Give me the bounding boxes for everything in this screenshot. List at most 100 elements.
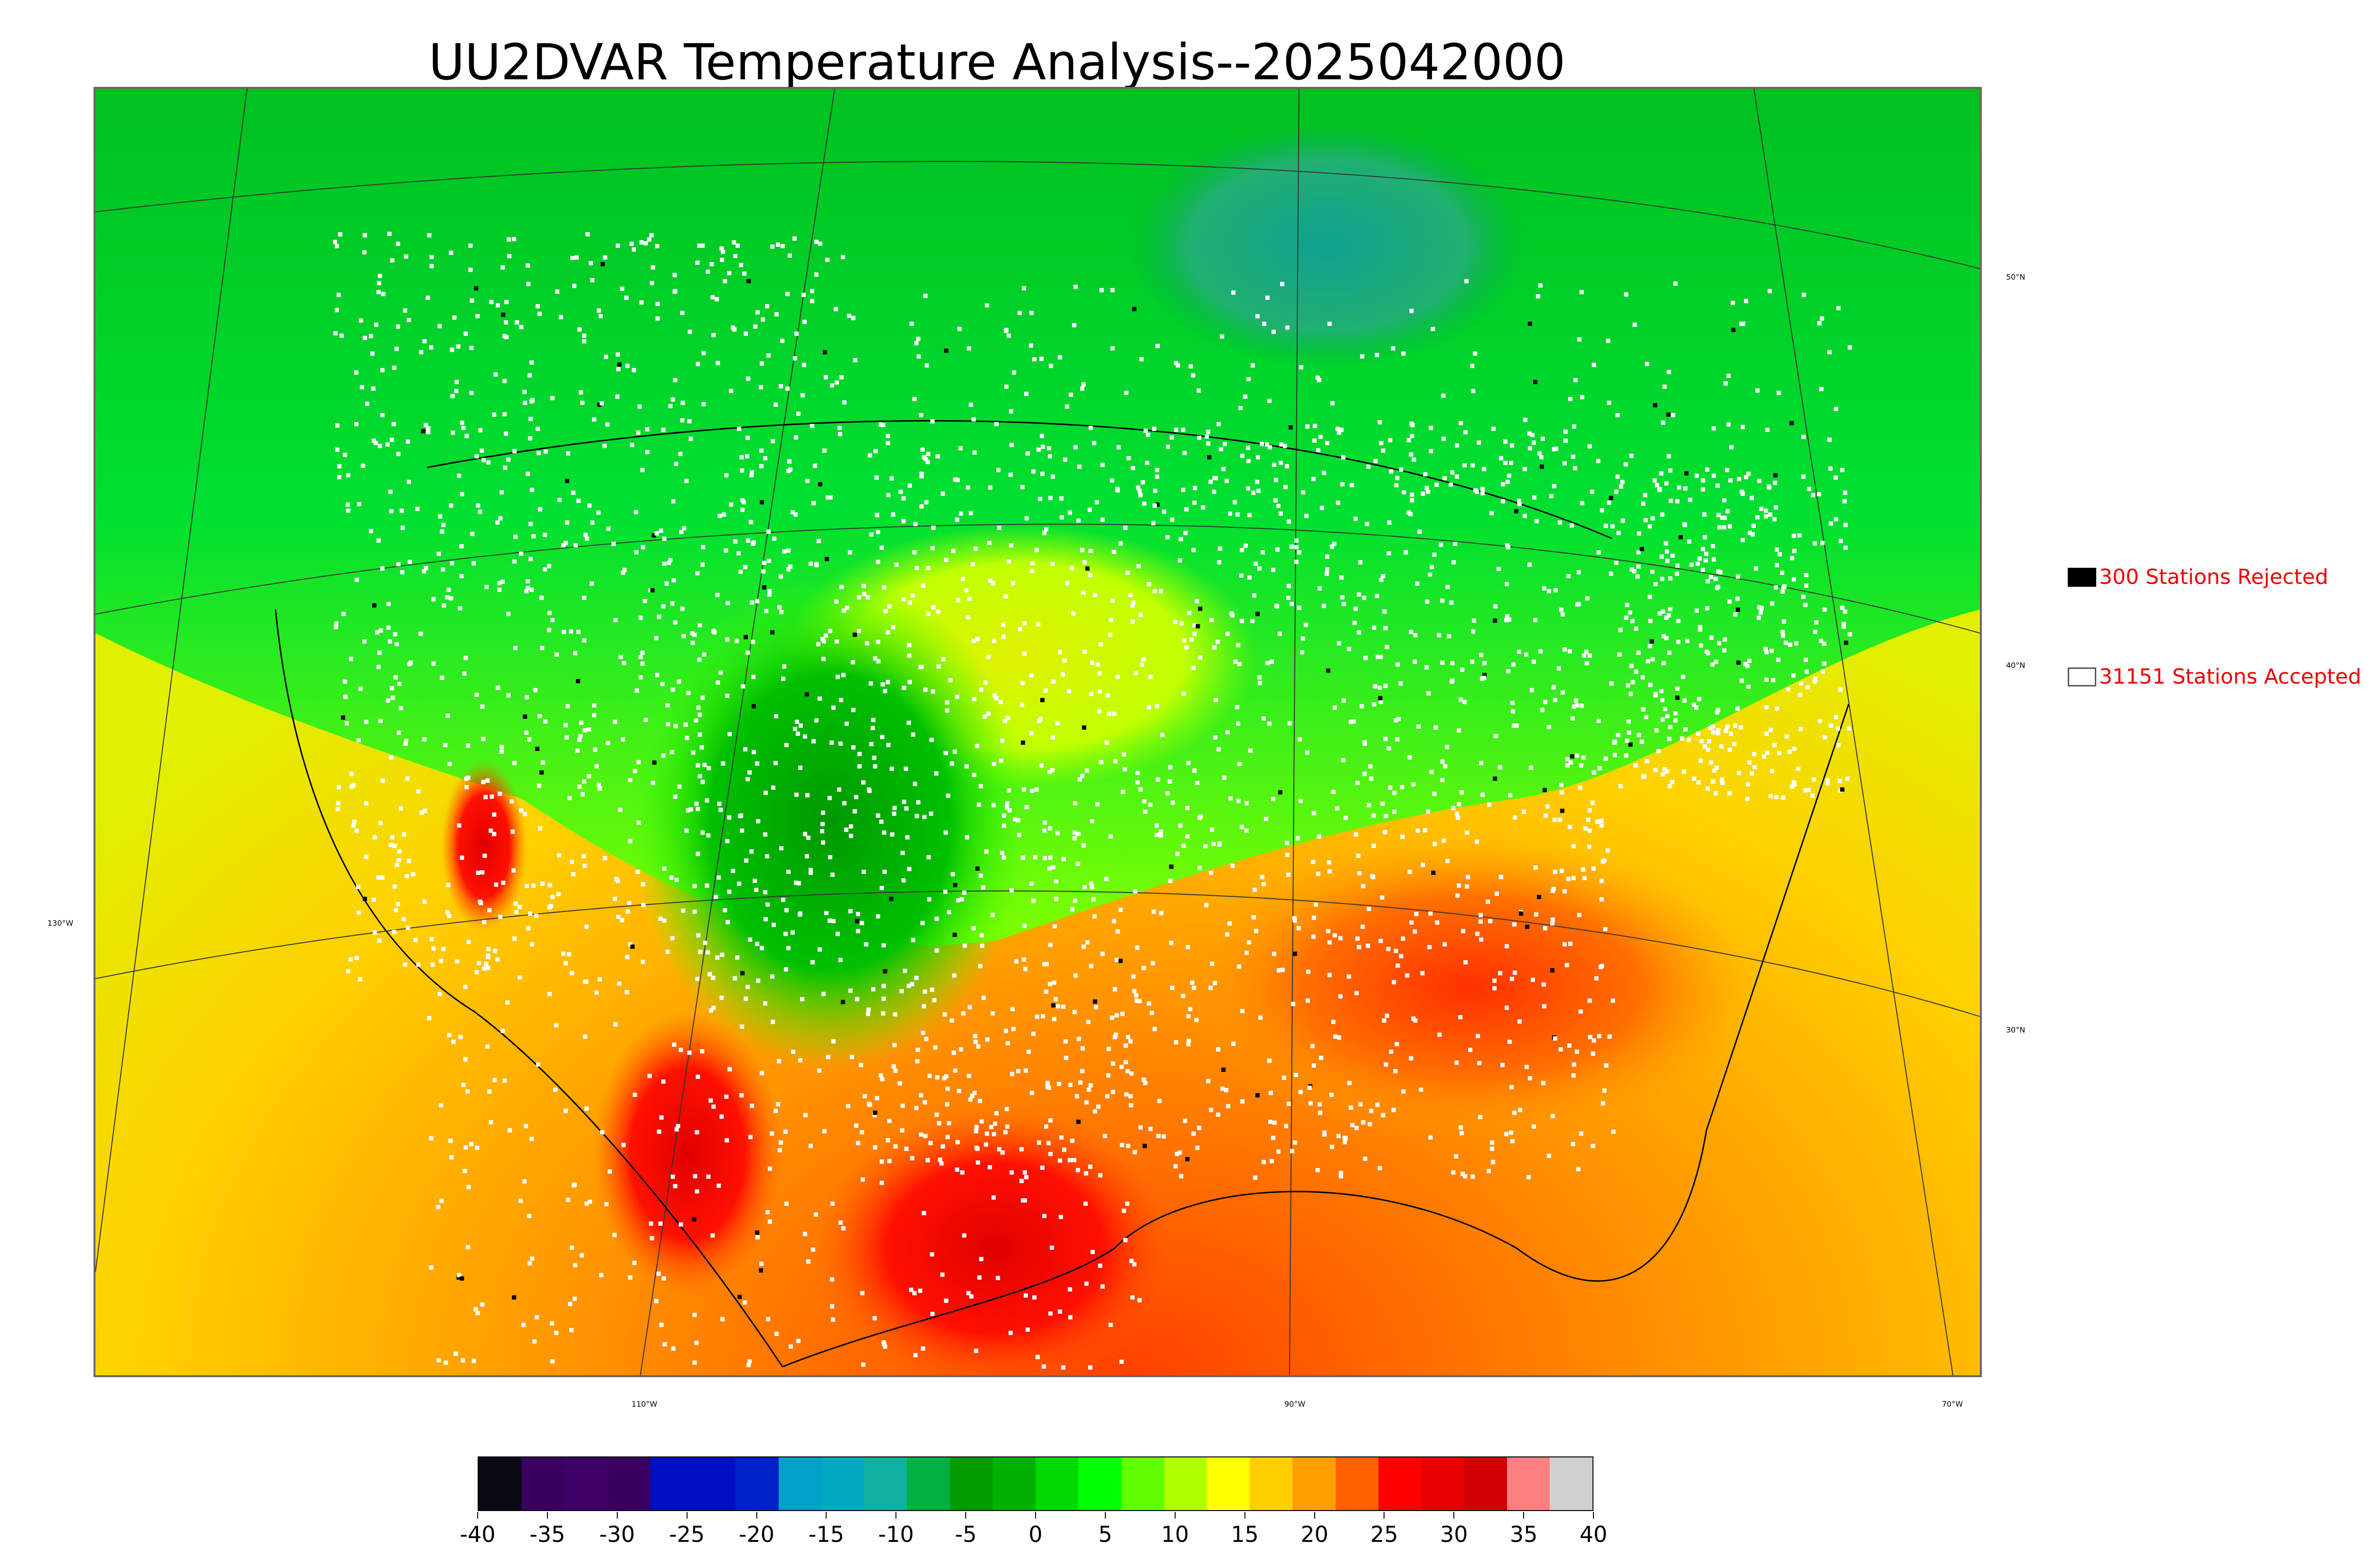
station-marker [604,1202,609,1207]
station-marker [786,567,791,572]
station-marker [1022,787,1027,792]
station-marker [982,714,987,719]
station-marker [565,735,569,740]
station-marker [1727,791,1732,796]
station-marker [393,632,397,637]
station-marker [1553,870,1557,874]
station-marker [697,713,702,717]
station-marker [512,761,517,765]
station-marker [1540,436,1545,441]
station-marker [1659,554,1664,559]
station-marker [1141,966,1146,970]
station-marker [1470,1174,1475,1179]
station-marker [1267,722,1272,726]
station-marker [891,1064,896,1069]
colorbar-segment [1078,1457,1121,1510]
station-marker [584,1106,589,1111]
station-marker [581,854,586,859]
station-marker [988,578,993,583]
station-marker [741,684,745,689]
station-marker [1494,733,1498,738]
station-marker [362,896,367,901]
station-marker [828,629,832,633]
station-marker [1250,619,1255,623]
station-marker [727,271,732,275]
station-marker [936,664,941,669]
station-marker [856,929,860,933]
station-marker [486,460,491,465]
station-marker [1212,489,1216,494]
station-marker [992,693,997,698]
station-marker [1838,539,1843,544]
station-marker [587,1200,592,1204]
station-marker [788,253,792,258]
station-marker [519,325,524,329]
station-marker [922,1211,926,1215]
station-marker [969,1294,974,1299]
station-marker [705,798,709,803]
station-marker [1350,1123,1355,1127]
station-marker [913,522,918,526]
station-marker [765,1210,770,1215]
station-marker [822,1129,827,1134]
station-marker [342,679,347,684]
station-marker [1646,659,1650,664]
station-marker [617,362,622,367]
station-marker [720,952,725,957]
station-marker [752,704,756,709]
temperature-map[interactable] [95,89,1980,1375]
station-marker [1718,570,1723,574]
station-marker [746,279,751,283]
station-marker [673,378,678,383]
station-marker [1130,466,1135,470]
station-marker [1624,615,1629,620]
station-marker [370,351,375,356]
station-marker [975,1146,980,1151]
station-marker [1645,362,1649,366]
station-marker [526,585,530,590]
colorbar-segment [1164,1457,1207,1510]
station-marker [1503,439,1508,444]
station-marker [1747,760,1752,765]
station-marker [655,673,659,677]
station-marker [1806,788,1811,792]
station-marker [670,397,675,402]
station-marker [740,507,745,512]
station-marker [348,957,353,962]
station-marker [868,681,873,686]
station-marker [1106,1073,1111,1078]
station-marker [621,737,625,742]
station-marker [931,689,935,694]
station-marker [1109,618,1113,622]
station-marker [1668,468,1673,473]
station-marker [814,718,819,723]
station-marker [1025,805,1029,809]
station-marker [396,451,401,456]
station-marker [640,650,645,655]
station-marker [1332,542,1337,546]
station-marker [1097,689,1102,694]
station-marker [1052,924,1057,929]
station-marker [1560,612,1565,617]
station-marker [1143,428,1148,433]
station-marker [1276,1149,1281,1154]
station-marker [1722,498,1727,503]
map-panel[interactable] [94,87,1982,1377]
station-marker [381,291,386,296]
station-marker [1383,830,1387,835]
station-marker [1089,964,1093,968]
station-marker [803,1113,808,1117]
station-marker [1660,698,1665,703]
station-marker [606,526,611,531]
station-marker [466,1245,471,1249]
station-marker [1460,790,1464,795]
station-marker [1389,469,1394,474]
station-marker [564,1108,568,1113]
station-marker [739,263,744,267]
station-marker [1648,644,1652,648]
station-marker [1006,1041,1010,1046]
station-marker [1637,531,1641,536]
station-marker [1240,548,1244,553]
station-marker [1129,1071,1134,1076]
station-marker [700,830,705,835]
